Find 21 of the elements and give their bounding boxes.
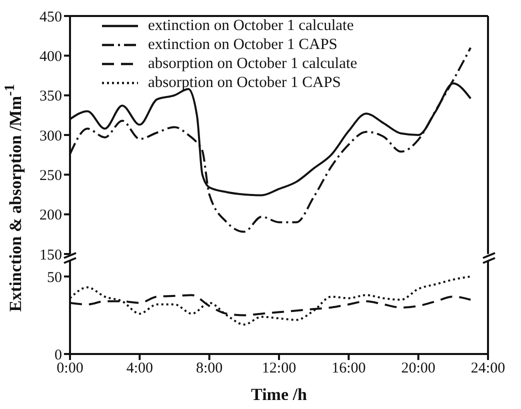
y-tick-label: 200 bbox=[40, 208, 62, 224]
legend-label: extinction on October 1 CAPS bbox=[148, 35, 338, 54]
x-tick-label: 8:00 bbox=[196, 360, 223, 377]
legend-label: absorption on October 1 calculate bbox=[148, 54, 358, 73]
x-axis-title: Time /h bbox=[251, 385, 308, 404]
x-tick-label: 20:00 bbox=[401, 360, 436, 377]
x-tick-label: 4:00 bbox=[126, 360, 154, 377]
x-tick-label: 0:00 bbox=[56, 360, 84, 377]
y-tick-label: 300 bbox=[40, 128, 62, 144]
y-tick-label: 400 bbox=[40, 48, 62, 65]
y-tick-label: 350 bbox=[40, 88, 62, 105]
x-tick-label: 16:00 bbox=[332, 360, 366, 377]
legend-label: absorption on October 1 CAPS bbox=[148, 73, 341, 92]
legend-label: extinction on October 1 calculate bbox=[148, 16, 354, 35]
y-tick-label: 250 bbox=[40, 168, 62, 184]
y-tick-label: 450 bbox=[40, 9, 62, 26]
y-tick-label: 150 bbox=[40, 247, 62, 264]
y-tick-label: 0 bbox=[54, 347, 62, 364]
x-tick-label: 12:00 bbox=[262, 360, 296, 377]
y-tick-label: 50 bbox=[47, 270, 62, 286]
x-tick-label: 24:00 bbox=[470, 360, 506, 377]
